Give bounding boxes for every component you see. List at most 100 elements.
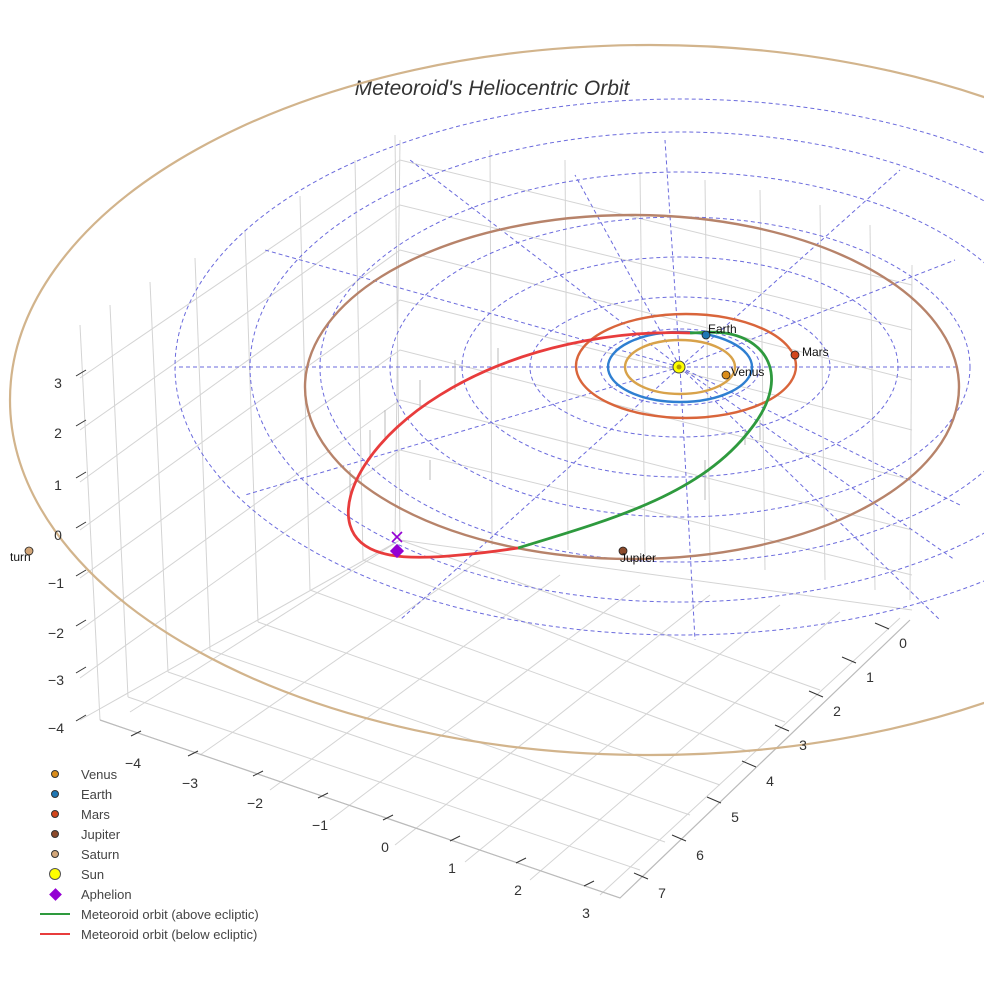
saturn-marker bbox=[24, 546, 34, 556]
ecliptic-spoke bbox=[409, 159, 681, 368]
earth-label: Earth bbox=[708, 322, 737, 336]
floor-line bbox=[209, 649, 691, 816]
y-tick-label: 6 bbox=[696, 847, 704, 863]
floor-line bbox=[199, 559, 481, 756]
legend-symbol bbox=[40, 924, 70, 944]
y-tick-label: 4 bbox=[766, 773, 774, 789]
mars-orbit bbox=[574, 312, 798, 420]
legend-item: Venus bbox=[40, 764, 340, 784]
jupiter-orbit bbox=[303, 213, 961, 561]
saturn-orbit bbox=[9, 44, 984, 756]
x-tick-mark bbox=[583, 880, 595, 887]
ecliptic-spoke bbox=[399, 366, 681, 621]
x-tick-mark bbox=[187, 750, 199, 757]
ecliptic-spoke bbox=[679, 366, 941, 621]
wall-line-back bbox=[819, 204, 826, 581]
wall-line-z bbox=[79, 539, 913, 721]
ecliptic-spoke bbox=[679, 169, 901, 368]
y-tick-label: 2 bbox=[833, 703, 841, 719]
chart-legend: Venus Earth Mars Jupiter Saturn Sun Aphelion Me… bbox=[40, 764, 340, 944]
sun-core bbox=[676, 364, 682, 370]
aphelion-projection bbox=[391, 531, 403, 543]
floor-line bbox=[309, 589, 751, 753]
legend-symbol bbox=[40, 904, 70, 924]
wall-line-z bbox=[79, 399, 913, 631]
wall-line-back bbox=[394, 139, 401, 541]
planet-orbits bbox=[9, 44, 984, 756]
wall-line-z bbox=[79, 449, 913, 679]
meteoroid-orbit-below bbox=[347, 331, 691, 559]
legend-label: Earth bbox=[81, 786, 113, 802]
saturn-label: turn bbox=[10, 550, 31, 564]
y-tick-mark bbox=[841, 656, 857, 664]
z-tick-label: −3 bbox=[48, 672, 64, 688]
z-tick-label: 3 bbox=[54, 375, 62, 391]
legend-item: Meteoroid orbit (below ecliptic) bbox=[40, 924, 340, 944]
legend-symbol bbox=[40, 764, 70, 784]
legend-line-swatch bbox=[40, 913, 70, 915]
floor-line bbox=[257, 621, 721, 786]
legend-label: Mars bbox=[81, 806, 110, 822]
x-tick-label: 1 bbox=[448, 860, 456, 876]
legend-label: Venus bbox=[81, 766, 118, 782]
z-tick-mark bbox=[75, 619, 87, 627]
x-tick-label: 3 bbox=[582, 905, 590, 921]
wall-line-back bbox=[759, 189, 766, 571]
legend-symbol bbox=[40, 804, 70, 824]
x-tick-mark bbox=[449, 835, 461, 842]
z-tick-label: 1 bbox=[54, 477, 62, 493]
x-tick-mark bbox=[515, 857, 527, 864]
legend-label: Meteoroid orbit (above ecliptic) bbox=[81, 906, 259, 922]
wall-line-z bbox=[79, 159, 913, 379]
floor-line bbox=[129, 539, 401, 713]
legend-marker-swatch bbox=[51, 810, 59, 818]
wall-line-back bbox=[564, 159, 569, 551]
y-tick-mark bbox=[774, 724, 790, 732]
z-tick-mark bbox=[75, 666, 87, 674]
z-tick-label: −2 bbox=[48, 625, 64, 641]
y-tick-label: 1 bbox=[866, 669, 874, 685]
legend-item: Meteoroid orbit (above ecliptic) bbox=[40, 904, 340, 924]
z-tick-mark bbox=[75, 419, 87, 427]
wall-line-back bbox=[869, 224, 876, 591]
y-tick-label: 5 bbox=[731, 809, 739, 825]
y-tick-label: 0 bbox=[899, 635, 907, 651]
legend-item: Earth bbox=[40, 784, 340, 804]
ecliptic-spoke bbox=[574, 174, 681, 368]
floor-line bbox=[329, 584, 641, 821]
legend-symbol bbox=[40, 824, 70, 844]
x-tick-label: −3 bbox=[182, 775, 198, 791]
floor-line bbox=[362, 559, 786, 723]
y-tick-mark bbox=[874, 622, 890, 630]
jupiter-marker bbox=[618, 546, 628, 556]
z-tick-label: 0 bbox=[54, 527, 62, 543]
z-tick-mark bbox=[75, 521, 87, 529]
x-tick-label: −1 bbox=[312, 817, 328, 833]
x-tick-label: 0 bbox=[381, 839, 389, 855]
z-tick-label: −4 bbox=[48, 720, 64, 736]
venus-label: Venus bbox=[731, 365, 764, 379]
legend-marker-swatch bbox=[49, 868, 61, 880]
y-tick-label: 3 bbox=[799, 737, 807, 753]
x-tick-mark bbox=[382, 814, 394, 821]
legend-marker-swatch bbox=[48, 887, 62, 901]
legend-label: Aphelion bbox=[81, 886, 132, 902]
venus-orbit bbox=[623, 338, 737, 396]
y-tick-label: 7 bbox=[658, 885, 666, 901]
legend-label: Jupiter bbox=[81, 826, 121, 842]
wall-line-left bbox=[354, 159, 364, 561]
z-tick-mark bbox=[75, 714, 87, 722]
wall-line-left bbox=[109, 304, 129, 698]
floor-line bbox=[529, 611, 841, 881]
earth-marker bbox=[701, 330, 711, 340]
legend-label: Meteoroid orbit (below ecliptic) bbox=[81, 926, 258, 942]
wall-line-left bbox=[149, 281, 169, 673]
z-tick-label: −1 bbox=[48, 575, 64, 591]
wall-line-back bbox=[909, 264, 913, 601]
ecliptic-spoke bbox=[264, 249, 681, 368]
legend-marker-swatch bbox=[51, 790, 59, 798]
legend-symbol bbox=[40, 784, 70, 804]
ecliptic-spoke bbox=[244, 366, 681, 496]
z-tick-mark bbox=[75, 471, 87, 479]
